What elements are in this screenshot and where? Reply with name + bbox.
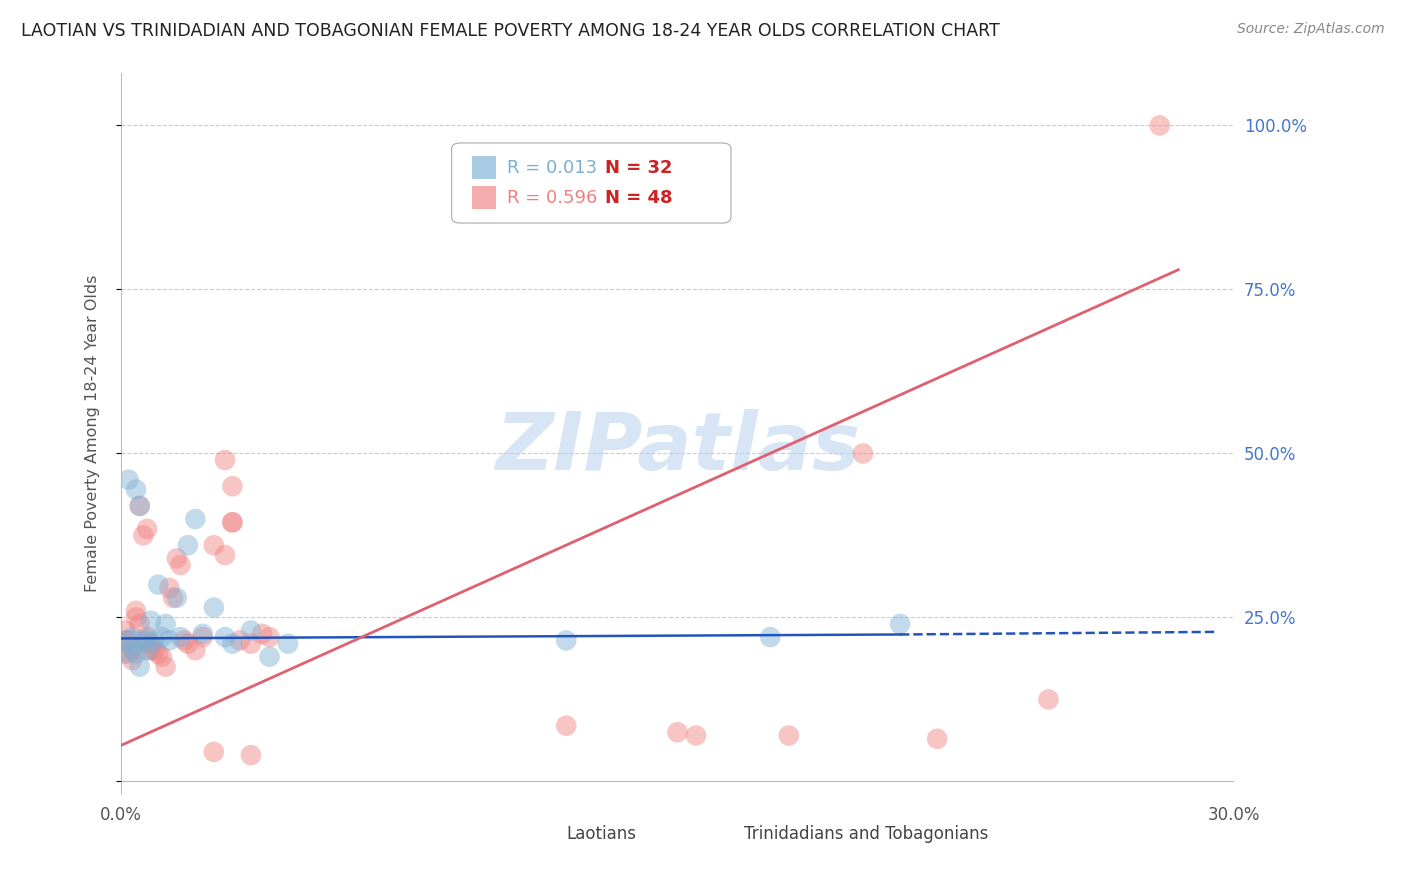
Point [121,653,143,667]
Text: Laotians: Laotians [567,825,637,843]
Point [202,600,225,615]
Point [191,627,214,641]
Point [259,630,281,644]
Point [136,630,159,644]
Point [214,453,236,467]
Point [155,659,177,673]
Point [685,729,707,743]
Point [1149,119,1171,133]
Point [666,725,689,739]
Point [139,637,162,651]
Point [239,748,262,763]
Point [927,731,949,746]
FancyBboxPatch shape [471,156,496,179]
Point [202,745,225,759]
Point [778,729,800,743]
Text: ZIPatlas: ZIPatlas [495,409,860,487]
Text: R = 0.013: R = 0.013 [508,159,598,177]
Point [114,624,136,638]
Point [214,548,236,562]
Point [150,649,173,664]
Point [555,633,578,648]
Point [132,633,155,648]
Point [143,633,166,648]
Point [852,446,875,460]
Point [139,643,162,657]
FancyBboxPatch shape [471,186,496,210]
Text: N = 48: N = 48 [605,189,673,207]
FancyBboxPatch shape [451,143,731,223]
Point [759,630,782,644]
Text: Source: ZipAtlas.com: Source: ZipAtlas.com [1237,22,1385,37]
Text: LAOTIAN VS TRINIDADIAN AND TOBAGONIAN FEMALE POVERTY AMONG 18-24 YEAR OLDS CORRE: LAOTIAN VS TRINIDADIAN AND TOBAGONIAN FE… [21,22,1000,40]
Point [117,647,139,661]
Point [221,479,243,493]
Text: R = 0.596: R = 0.596 [508,189,598,207]
FancyBboxPatch shape [711,823,735,845]
Text: Trinidadians and Tobagonians: Trinidadians and Tobagonians [744,825,988,843]
Point [555,719,578,733]
Point [177,637,200,651]
Point [277,637,299,651]
Point [117,473,139,487]
Point [239,637,262,651]
Point [139,614,162,628]
Point [239,624,262,638]
Point [229,633,252,648]
Point [125,483,148,497]
Point [157,633,180,648]
Point [157,581,180,595]
Point [117,633,139,648]
Point [121,630,143,644]
Point [132,528,155,542]
Point [125,610,148,624]
Point [173,633,195,648]
Point [128,659,150,673]
Point [221,516,243,530]
Point [162,591,184,605]
Point [889,617,911,632]
Point [177,538,200,552]
Point [221,516,243,530]
Point [166,551,188,566]
Point [1038,692,1060,706]
Point [136,522,159,536]
Point [136,643,159,657]
Point [143,643,166,657]
Point [221,637,243,651]
Point [202,538,225,552]
Point [128,499,150,513]
Y-axis label: Female Poverty Among 18-24 Year Olds: Female Poverty Among 18-24 Year Olds [86,275,100,592]
Point [128,617,150,632]
Point [155,617,177,632]
Point [117,633,139,648]
Point [148,647,170,661]
Point [148,577,170,591]
Point [259,649,281,664]
Point [184,643,207,657]
Point [169,630,191,644]
Point [169,558,191,572]
Point [125,604,148,618]
Point [250,627,273,641]
Point [114,647,136,661]
Point [166,591,188,605]
Point [132,637,155,651]
Point [125,647,148,661]
Point [150,630,173,644]
Point [128,499,150,513]
Point [114,633,136,648]
Point [121,643,143,657]
Point [184,512,207,526]
Point [191,630,214,644]
Text: N = 32: N = 32 [605,159,672,177]
Point [214,630,236,644]
Point [136,633,159,648]
Point [121,640,143,654]
FancyBboxPatch shape [533,823,557,845]
